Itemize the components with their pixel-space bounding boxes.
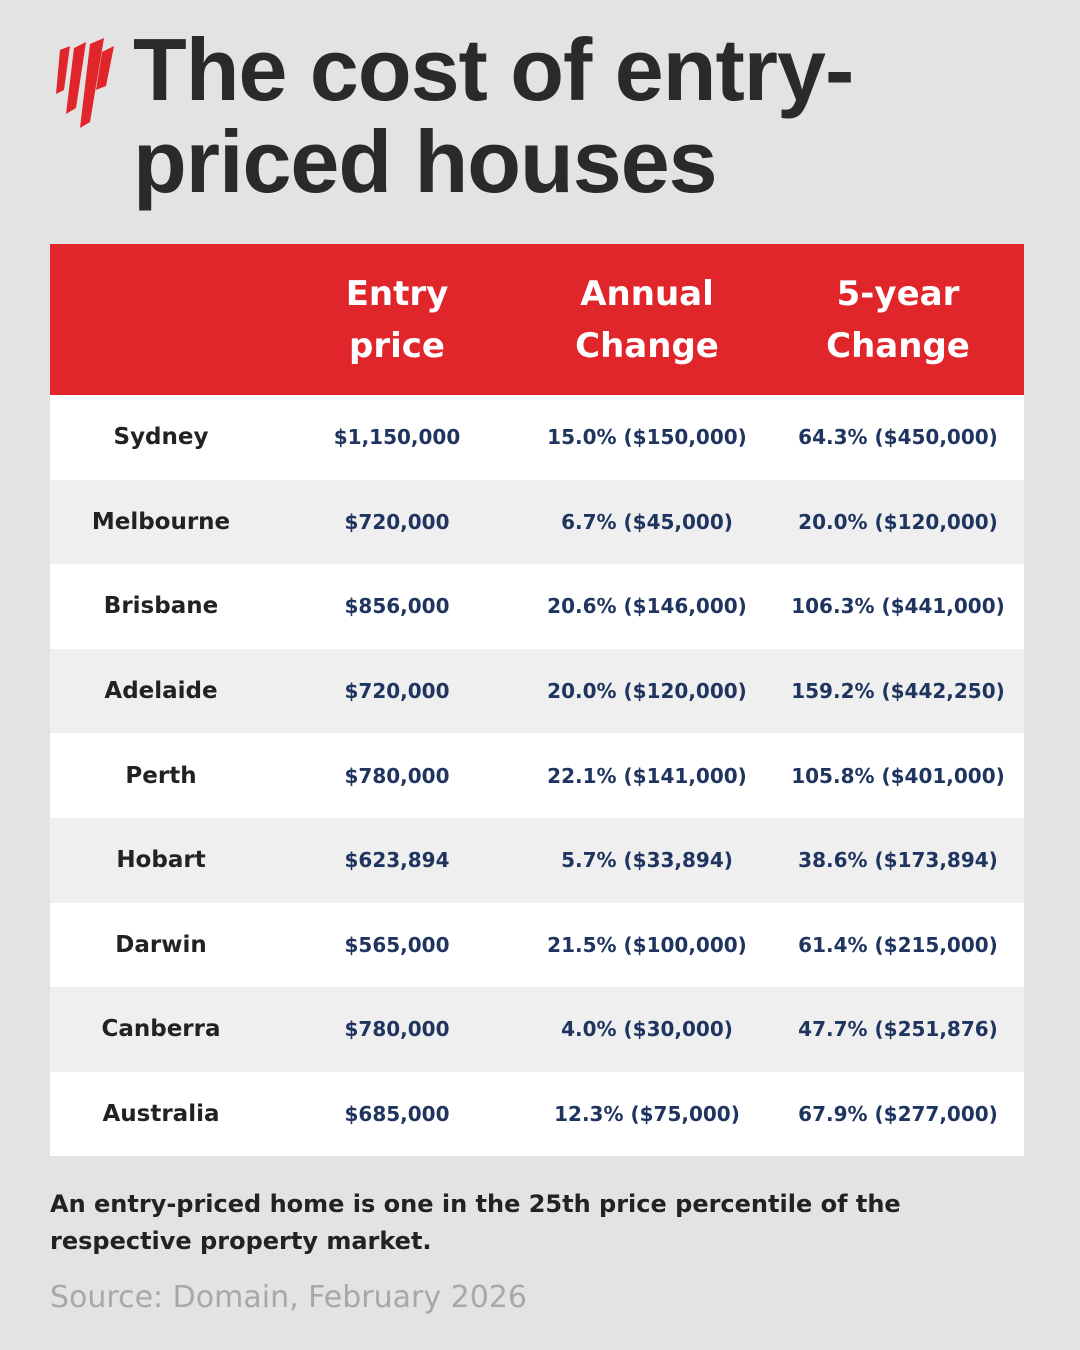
value-cell: 47.7% ($251,876)	[772, 987, 1024, 1072]
value-cell: 38.6% ($173,894)	[772, 817, 1024, 903]
value-cell: 67.9% ($277,000)	[772, 1071, 1024, 1157]
table-row: Perth $780,000 22.1% ($141,000) 105.8% ($40…	[50, 733, 1024, 818]
header-text: Entry price	[345, 273, 449, 366]
table-row: Melbourne $720,000 6.7% ($45,000) 20.0% ($1…	[50, 479, 1024, 565]
value-cell: $1,150,000	[272, 395, 522, 480]
value-cell: 6.7% ($45,000)	[522, 479, 772, 565]
table: Entry price Annual Change 5-year Change Sy…	[50, 244, 1024, 1157]
value-cell: $565,000	[272, 902, 522, 988]
city-cell: Australia	[50, 1071, 272, 1157]
value-cell: $780,000	[272, 733, 522, 818]
city-cell: Canberra	[50, 987, 272, 1072]
table-row: Darwin $565,000 21.5% ($100,000) 61.4% ($21…	[50, 902, 1024, 988]
value-cell: 20.0% ($120,000)	[772, 479, 1024, 565]
source: Source: Domain, February 2026	[50, 1280, 527, 1315]
footnote: An entry-priced home is one in the 25th …	[50, 1190, 901, 1255]
value-cell: $856,000	[272, 564, 522, 649]
value-cell: 106.3% ($441,000)	[772, 564, 1024, 649]
header-cell	[50, 244, 272, 395]
header-cell: Entry price	[272, 244, 522, 395]
header-text: 5-year Change	[826, 273, 970, 366]
city-cell: Darwin	[50, 902, 272, 988]
title: The cost of entry-priced houses	[133, 20, 854, 211]
city-cell: Hobart	[50, 817, 272, 903]
table-row: Hobart $623,894 5.7% ($33,894) 38.6% ($173,…	[50, 817, 1024, 903]
value-cell: 22.1% ($141,000)	[522, 733, 772, 818]
city-cell: Melbourne	[50, 479, 272, 565]
header-text: Annual Change	[575, 273, 719, 366]
value-cell: 21.5% ($100,000)	[522, 902, 772, 988]
city-cell: Adelaide	[50, 648, 272, 734]
value-cell: 5.7% ($33,894)	[522, 817, 772, 903]
logo	[56, 38, 114, 128]
header-cell: 5-year Change	[772, 244, 1024, 395]
value-cell: $685,000	[272, 1071, 522, 1157]
table-row: Brisbane $856,000 20.6% ($146,000) 106.3% (…	[50, 564, 1024, 649]
table-row: Canberra $780,000 4.0% ($30,000) 47.7% ($25…	[50, 987, 1024, 1072]
header-row: Entry price Annual Change 5-year Change	[50, 244, 1024, 395]
value-cell: 105.8% ($401,000)	[772, 733, 1024, 818]
city-cell: Brisbane	[50, 564, 272, 649]
table-row: Adelaide $720,000 20.0% ($120,000) 159.2% (…	[50, 648, 1024, 734]
value-cell: 159.2% ($442,250)	[772, 648, 1024, 734]
value-cell: 4.0% ($30,000)	[522, 987, 772, 1072]
value-cell: $720,000	[272, 479, 522, 565]
value-cell: $780,000	[272, 987, 522, 1072]
value-cell: 15.0% ($150,000)	[522, 395, 772, 480]
table-row: Australia $685,000 12.3% ($75,000) 67.9% ($…	[50, 1071, 1024, 1157]
value-cell: 61.4% ($215,000)	[772, 902, 1024, 988]
value-cell: 64.3% ($450,000)	[772, 395, 1024, 480]
value-cell: 12.3% ($75,000)	[522, 1071, 772, 1157]
city-cell: Perth	[50, 733, 272, 818]
value-cell: 20.0% ($120,000)	[522, 648, 772, 734]
value-cell: $720,000	[272, 648, 522, 734]
city-cell: Sydney	[50, 395, 272, 480]
table-row: Sydney $1,150,000 15.0% ($150,000) 64.3% ($…	[50, 395, 1024, 480]
value-cell: $623,894	[272, 817, 522, 903]
header-cell: Annual Change	[522, 244, 772, 395]
value-cell: 20.6% ($146,000)	[522, 564, 772, 649]
